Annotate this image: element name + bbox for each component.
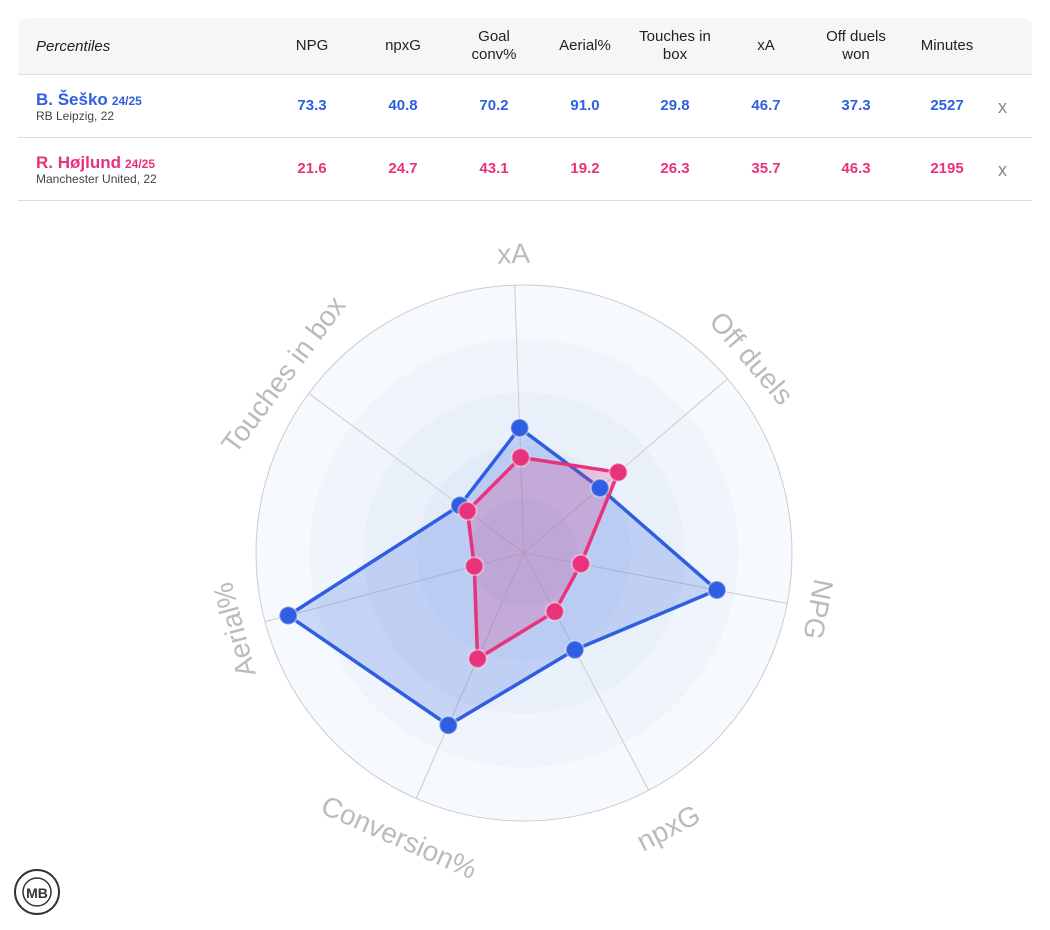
- series-area: [465, 455, 621, 661]
- player-name: R. Højlund 24/25: [36, 153, 155, 173]
- minutes: 2527: [930, 97, 964, 114]
- data-point: [589, 477, 610, 498]
- stat-value: 29.8: [660, 97, 690, 114]
- column-header: Off duels won: [826, 28, 886, 63]
- data-point: [510, 447, 531, 468]
- column-header: Touches in box: [639, 28, 711, 63]
- club: RB Leipzig, 22: [36, 109, 115, 123]
- data-point: [706, 580, 727, 601]
- table-header: Percentiles NPG npxG Goal conv% Aerial% Touc…: [18, 18, 1032, 75]
- data-point: [278, 605, 299, 626]
- logo-inner: [22, 877, 52, 907]
- player-row: B. Šeško 24/25 RB Leipzig, 22 73.3 40.8 70.2 9…: [18, 75, 1032, 138]
- axis-label: npxG: [632, 799, 706, 858]
- season: 24/25: [111, 94, 142, 108]
- axis-label: xA: [497, 238, 531, 270]
- data-point: [467, 648, 488, 669]
- stat-value: 73.3: [297, 97, 327, 114]
- data-point: [544, 601, 565, 622]
- player-name: B. Šeško 24/25: [36, 90, 142, 110]
- data-point: [570, 553, 591, 574]
- club: Manchester United, 22: [36, 172, 157, 186]
- stat-value: 26.3: [660, 160, 690, 177]
- stat-value: 35.7: [751, 160, 781, 177]
- column-header: NPG: [295, 37, 329, 54]
- column-header: Aerial%: [559, 37, 611, 54]
- axis-line: [415, 552, 525, 799]
- column-header: Minutes: [920, 37, 974, 54]
- stat-value: 24.7: [388, 160, 418, 177]
- column-header: xA: [757, 37, 775, 54]
- stat-value: 91.0: [570, 97, 600, 114]
- data-point: [608, 462, 629, 483]
- stat-value: 70.2: [479, 97, 509, 114]
- axis-label: Aerial%: [207, 579, 262, 680]
- comparison-table: Percentiles NPG npxG Goal conv% Aerial% Touc…: [18, 18, 1032, 201]
- stat-value: 37.3: [841, 97, 871, 114]
- name: B. Šeško: [36, 90, 108, 109]
- stat-value: 21.6: [297, 160, 327, 177]
- data-point: [438, 715, 459, 736]
- data-point: [457, 501, 478, 522]
- stat-value: 19.2: [570, 160, 600, 177]
- player-row: R. Højlund 24/25 Manchester United, 22 21.6…: [18, 138, 1032, 201]
- data-point: [509, 417, 530, 438]
- axis-line: [523, 552, 650, 791]
- stat-value: 46.7: [751, 97, 781, 114]
- name: R. Højlund: [36, 153, 121, 172]
- data-point: [564, 639, 585, 660]
- column-header: npxG: [385, 37, 421, 54]
- stat-value: 43.1: [479, 160, 509, 177]
- axis-label: NPG: [797, 577, 839, 642]
- data-point: [464, 556, 485, 577]
- season: 24/25: [124, 157, 156, 171]
- axis-line: [308, 392, 525, 554]
- logo: MB: [26, 885, 48, 901]
- axis-line: [523, 378, 728, 554]
- stat-value: 46.3: [841, 160, 871, 177]
- column-header: Goal conv%: [471, 28, 517, 63]
- axis-line: [523, 552, 788, 604]
- minutes: 2195: [930, 160, 964, 177]
- remove-button[interactable]: x: [998, 97, 1007, 117]
- remove-button[interactable]: x: [998, 160, 1007, 180]
- series-area: [286, 426, 719, 728]
- stat-value: 40.8: [388, 97, 418, 114]
- corner-label: Percentiles: [36, 38, 111, 55]
